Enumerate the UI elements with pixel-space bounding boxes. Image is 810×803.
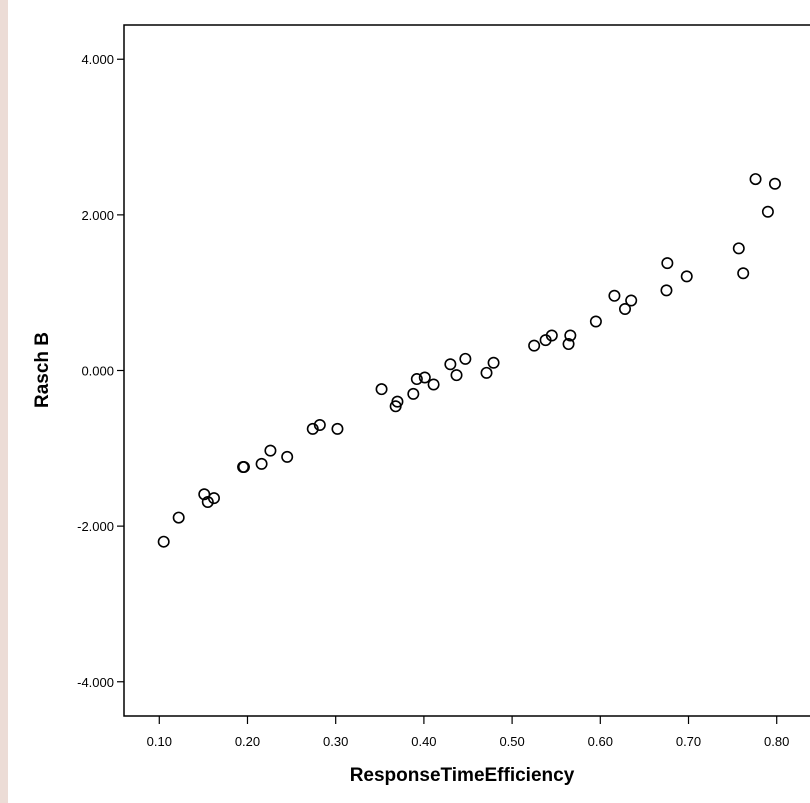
data-point [661,257,674,270]
data-point [237,460,250,473]
data-point [562,338,575,351]
data-point [564,329,577,342]
x-tick-label: 0.30 [323,734,348,749]
data-points [157,173,781,548]
data-point [172,511,185,524]
data-point [281,450,294,463]
x-tick-label: 0.20 [235,734,260,749]
plot-area [123,24,810,717]
data-point [450,369,463,382]
data-point [459,352,472,365]
data-point [331,422,344,435]
data-point [410,373,423,386]
data-point [407,387,420,400]
y-tick-label: -4.000 [77,675,114,690]
x-tick-label: 0.50 [499,734,524,749]
data-point [480,366,493,379]
y-tick-label: 0.000 [81,364,114,379]
y-tick-label: 2.000 [81,208,114,223]
x-tick-label: 0.80 [764,734,789,749]
x-tick-label: 0.10 [147,734,172,749]
x-axis-title: ResponseTimeEfficiency [350,765,575,786]
data-point [619,303,632,316]
data-point [313,418,326,431]
data-point [608,289,621,302]
scatter-chart: 4.000 2.000 0.000 -2.000 -4.000 0.10 0.20 0.30… [32,24,810,786]
y-axis: 4.000 2.000 0.000 -2.000 -4.000 [77,52,124,690]
data-point [207,492,220,505]
chart-panel: 4.000 2.000 0.000 -2.000 -4.000 0.10 0.20 0.30… [8,0,810,803]
data-point [418,371,431,384]
data-point [589,315,602,328]
data-point [768,177,781,190]
data-point [487,356,500,369]
data-point [391,395,404,408]
data-point [255,457,268,470]
data-point [264,444,277,457]
data-point [732,242,745,255]
data-point [761,205,774,218]
y-axis-title: Rasch B [32,332,53,408]
data-point [625,294,638,307]
data-point [680,270,693,283]
data-point [749,173,762,186]
data-point [444,358,457,371]
x-tick-label: 0.70 [676,734,701,749]
x-axis: 0.10 0.20 0.30 0.40 0.50 0.60 0.70 0.80 [147,716,789,749]
data-point [157,535,170,548]
data-point [660,284,673,297]
data-point [528,339,541,352]
data-point [201,496,214,509]
data-point [375,383,388,396]
x-tick-label: 0.60 [588,734,613,749]
data-point [737,267,750,280]
y-tick-label: -2.000 [77,519,114,534]
data-point [545,329,558,342]
x-tick-label: 0.40 [411,734,436,749]
data-point [306,422,319,435]
data-point [427,378,440,391]
y-tick-label: 4.000 [81,52,114,67]
